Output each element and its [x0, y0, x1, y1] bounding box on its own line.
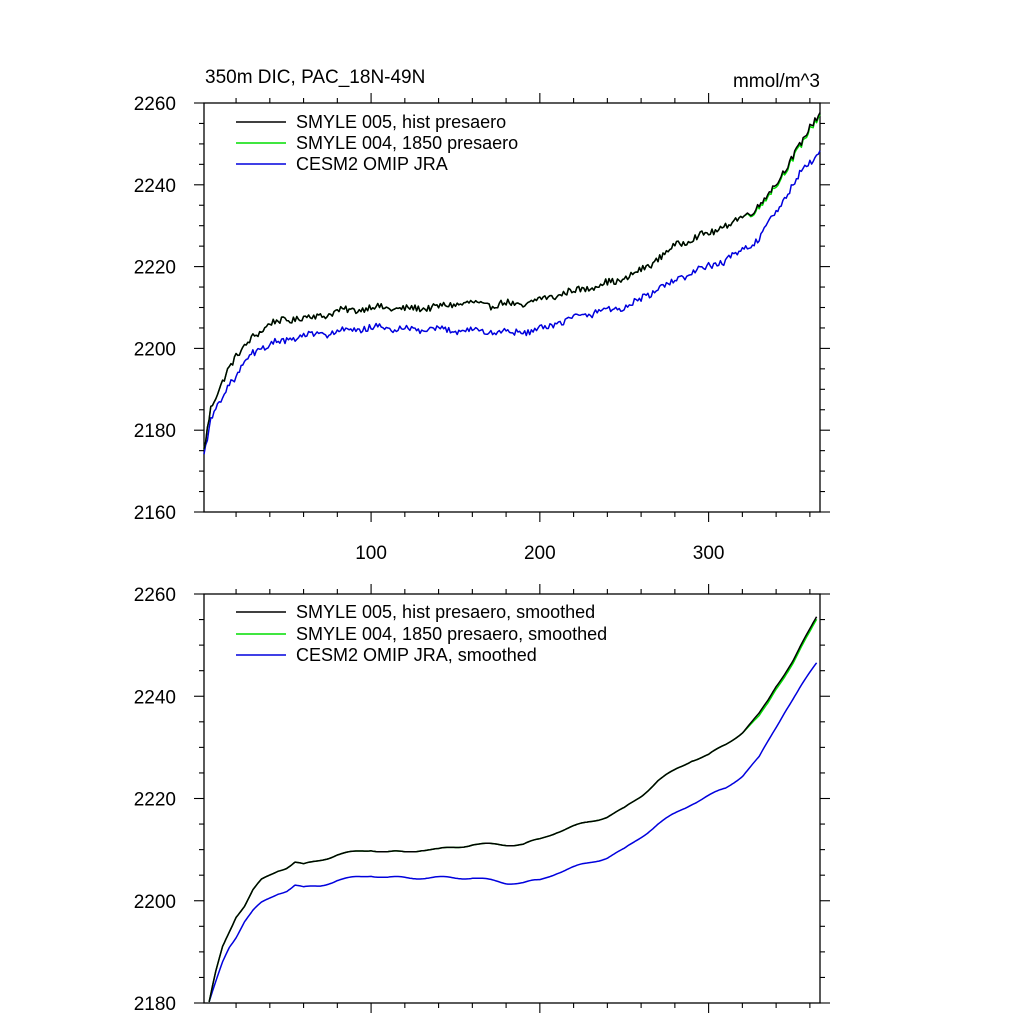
units-label: mmol/m^3 — [733, 71, 820, 92]
y-tick-label: 2160 — [134, 503, 176, 524]
legend-item: CESM2 OMIP JRA — [236, 154, 448, 174]
series-line-smyle-005-hist-presaero — [203, 112, 821, 449]
chart-title: 350m DIC, PAC_18N-49N — [205, 67, 425, 88]
x-tick-label: 300 — [693, 543, 725, 564]
series-line-cesm2-omip-jra — [203, 150, 821, 455]
legend-item: SMYLE 004, 1850 presaero — [236, 133, 518, 153]
y-tick-label: 2200 — [134, 892, 176, 913]
legend-bottom: SMYLE 005, hist presaero, smoothed SMYLE… — [236, 602, 607, 665]
legend-item: SMYLE 004, 1850 presaero, smoothed — [236, 624, 607, 644]
y-tick-label: 2200 — [134, 339, 176, 360]
y-tick-label: 2260 — [134, 94, 176, 115]
x-tick-label: 100 — [355, 543, 387, 564]
legend-label-smyle004-smoothed: SMYLE 004, 1850 presaero, smoothed — [296, 624, 607, 644]
x-tick-label: 200 — [524, 543, 556, 564]
y-tick-label: 2180 — [134, 421, 176, 442]
series-line-smyle-005-hist-presaero-smoothed — [208, 616, 818, 1003]
y-axis-top: 2160 2180 2200 2220 2240 2260 — [134, 94, 830, 524]
legend-item: CESM2 OMIP JRA, smoothed — [236, 645, 537, 665]
legend-item: SMYLE 005, hist presaero, smoothed — [236, 602, 595, 622]
legend-label-omip-smoothed: CESM2 OMIP JRA, smoothed — [296, 645, 537, 665]
x-axis-top: 100 200 300 — [235, 93, 811, 564]
y-tick-label: 2240 — [134, 687, 176, 708]
y-tick-label: 2180 — [134, 994, 176, 1015]
x-axis-bottom — [235, 584, 811, 1013]
legend-label-smyle005: SMYLE 005, hist presaero — [296, 112, 506, 132]
legend-label-smyle004: SMYLE 004, 1850 presaero — [296, 133, 518, 153]
y-tick-label: 2220 — [134, 790, 176, 811]
legend-top: SMYLE 005, hist presaero SMYLE 004, 1850… — [236, 112, 518, 174]
legend-label-omip: CESM2 OMIP JRA — [296, 154, 448, 174]
legend-item: SMYLE 005, hist presaero — [236, 112, 506, 132]
y-tick-label: 2220 — [134, 258, 176, 279]
series-line-cesm2-omip-jra-smoothed — [208, 662, 818, 1003]
series-lines-top — [203, 112, 821, 455]
plot-area-top: 2160 2180 2200 2220 2240 2260 100 200 300 — [134, 93, 830, 564]
series-lines-bottom — [208, 616, 818, 1003]
y-tick-label: 2240 — [134, 176, 176, 197]
y-axis-bottom: 2180 2200 2220 2240 2260 — [134, 585, 830, 1015]
chart-panel-top: 350m DIC, PAC_18N-49N mmol/m^3 216021802… — [134, 67, 830, 564]
plot-area-bottom: 2180 2200 2220 2240 2260 — [134, 584, 830, 1015]
chart-panel-bottom: 2180 2200 2220 2240 2260 SMYLE 005, hist pre… — [134, 584, 830, 1015]
legend-label-smyle005-smoothed: SMYLE 005, hist presaero, smoothed — [296, 602, 595, 622]
y-tick-label: 2260 — [134, 585, 176, 606]
